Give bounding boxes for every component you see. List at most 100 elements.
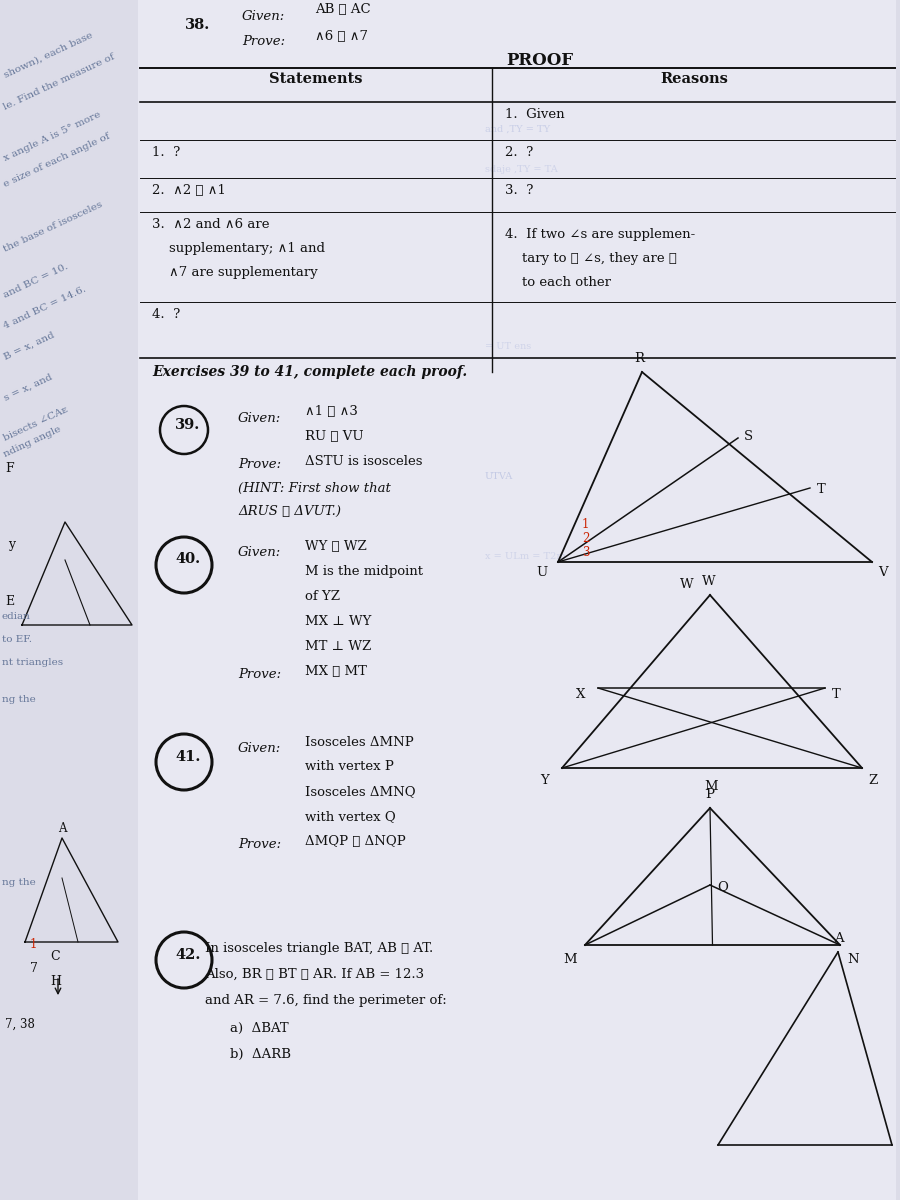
Text: 38.: 38. [185, 18, 211, 32]
Text: 3.  ?: 3. ? [505, 184, 534, 197]
Text: 39.: 39. [175, 418, 200, 432]
Text: to each other: to each other [505, 276, 611, 289]
Text: M is the midpoint: M is the midpoint [305, 565, 423, 578]
Text: 1: 1 [30, 938, 38, 952]
Text: MX ≅ MT: MX ≅ MT [305, 665, 367, 678]
Text: b)  ΔARB: b) ΔARB [230, 1048, 291, 1061]
Text: H: H [50, 974, 61, 988]
Text: y: y [8, 538, 15, 551]
Text: R: R [634, 352, 644, 365]
Text: 41.: 41. [175, 750, 201, 764]
Text: 7: 7 [30, 962, 38, 974]
Text: ng the: ng the [2, 695, 36, 704]
Text: Z: Z [868, 774, 878, 787]
Text: tary to ≅ ∠s, they are ≅: tary to ≅ ∠s, they are ≅ [505, 252, 677, 265]
Text: A: A [834, 932, 843, 946]
Text: le. Find the measure of: le. Find the measure of [2, 52, 116, 112]
Text: ∧6 ≅ ∧7: ∧6 ≅ ∧7 [315, 30, 368, 43]
Text: PROOF: PROOF [507, 52, 573, 68]
Text: ΔSTU is isosceles: ΔSTU is isosceles [305, 455, 422, 468]
Text: Prove:: Prove: [238, 668, 281, 680]
Text: E: E [5, 595, 14, 608]
Text: ΔMQP ≅ ΔNQP: ΔMQP ≅ ΔNQP [305, 835, 406, 848]
Text: Isosceles ΔMNP: Isosceles ΔMNP [305, 736, 414, 749]
Text: V: V [878, 566, 887, 578]
Text: WY ≅ WZ: WY ≅ WZ [305, 540, 367, 553]
Text: x = ULm = T2m: x = ULm = T2m [485, 552, 566, 560]
Text: MX ⊥ WY: MX ⊥ WY [305, 614, 372, 628]
Text: W: W [702, 575, 716, 588]
Text: a)  ΔBAT: a) ΔBAT [230, 1022, 289, 1034]
Text: with vertex Q: with vertex Q [305, 810, 396, 823]
Text: (HINT: First show that: (HINT: First show that [238, 482, 391, 494]
FancyBboxPatch shape [138, 0, 896, 1200]
Text: s = x, and: s = x, and [2, 372, 53, 402]
Text: T: T [832, 688, 841, 701]
Text: Prove:: Prove: [238, 838, 281, 851]
Text: RU ≅ VU: RU ≅ VU [305, 430, 364, 443]
Text: C: C [50, 950, 59, 962]
Text: 3: 3 [582, 546, 590, 559]
Text: P: P [705, 788, 714, 802]
Text: ∧1 ≅ ∧3: ∧1 ≅ ∧3 [305, 404, 358, 418]
Text: 4.  ?: 4. ? [152, 308, 180, 320]
Text: x angle A is 5° more: x angle A is 5° more [2, 110, 102, 163]
Text: ΔRUS ≅ ΔVUT.): ΔRUS ≅ ΔVUT.) [238, 505, 341, 518]
Text: M: M [563, 953, 577, 966]
Text: F: F [5, 462, 14, 475]
Text: Given:: Given: [238, 742, 281, 755]
Text: Given:: Given: [238, 546, 281, 559]
Text: 40.: 40. [175, 552, 200, 566]
Text: S: S [744, 430, 753, 443]
Text: 4 and BC = 14.6.: 4 and BC = 14.6. [2, 284, 87, 331]
Text: 42.: 42. [175, 948, 201, 962]
Text: UTVA: UTVA [485, 472, 513, 481]
Text: 7, 38: 7, 38 [5, 1018, 35, 1031]
Text: nding angle: nding angle [2, 425, 62, 460]
Text: edian: edian [2, 612, 31, 622]
Text: to EF.: to EF. [2, 635, 32, 644]
Text: sdaje ,TY = TA: sdaje ,TY = TA [485, 164, 558, 174]
Text: Given:: Given: [242, 10, 285, 23]
Text: 1.  ?: 1. ? [152, 146, 180, 158]
Text: and BC = 10.: and BC = 10. [2, 262, 69, 300]
Text: Prove:: Prove: [238, 458, 281, 470]
Text: AB ≅ AC: AB ≅ AC [315, 2, 371, 16]
Text: the base of isosceles: the base of isosceles [2, 200, 104, 254]
Text: of YZ: of YZ [305, 590, 340, 602]
Text: and AR = 7.6, find the perimeter of:: and AR = 7.6, find the perimeter of: [205, 994, 446, 1007]
Text: 1.  Given: 1. Given [505, 108, 564, 121]
Text: supplementary; ∧1 and: supplementary; ∧1 and [152, 242, 325, 254]
Text: M: M [704, 780, 717, 793]
Text: 2.  ?: 2. ? [505, 146, 533, 158]
Text: Exercises 39 to 41, complete each proof.: Exercises 39 to 41, complete each proof. [152, 365, 467, 379]
Text: W: W [680, 578, 694, 590]
Text: Y: Y [540, 774, 549, 787]
Text: B = x, and: B = x, and [2, 330, 56, 361]
Text: nt triangles: nt triangles [2, 658, 63, 667]
Text: Reasons: Reasons [660, 72, 728, 86]
Text: In isosceles triangle BAT, AB ≅ AT.: In isosceles triangle BAT, AB ≅ AT. [205, 942, 433, 955]
Text: N: N [847, 953, 859, 966]
Text: U: U [536, 566, 547, 578]
Text: e size of each angle of: e size of each angle of [2, 132, 112, 190]
Text: Also, BR ≅ BT ≅ AR. If AB = 12.3: Also, BR ≅ BT ≅ AR. If AB = 12.3 [205, 968, 424, 982]
Text: = UT ens: = UT ens [485, 342, 531, 350]
Text: 4.  If two ∠s are supplemen-: 4. If two ∠s are supplemen- [505, 228, 695, 241]
Text: Statements: Statements [269, 72, 363, 86]
Text: with vertex P: with vertex P [305, 760, 394, 773]
Text: 3.  ∧2 and ∧6 are: 3. ∧2 and ∧6 are [152, 218, 269, 230]
Text: MT ⊥ WZ: MT ⊥ WZ [305, 640, 371, 653]
Text: ng the: ng the [2, 878, 36, 887]
Text: T: T [817, 482, 826, 496]
Text: Prove:: Prove: [242, 35, 285, 48]
Text: 2: 2 [582, 532, 590, 545]
Text: ∧7 are supplementary: ∧7 are supplementary [152, 266, 318, 278]
Text: X: X [576, 688, 585, 701]
Text: bisects ∠CAᴇ: bisects ∠CAᴇ [2, 404, 69, 443]
Text: Given:: Given: [238, 412, 281, 425]
Text: and ,TY = TY: and ,TY = TY [485, 125, 550, 134]
Text: Isosceles ΔMNQ: Isosceles ΔMNQ [305, 785, 416, 798]
Text: shown), each base: shown), each base [2, 30, 94, 79]
Text: 2.  ∧2 ≅ ∧1: 2. ∧2 ≅ ∧1 [152, 184, 226, 197]
